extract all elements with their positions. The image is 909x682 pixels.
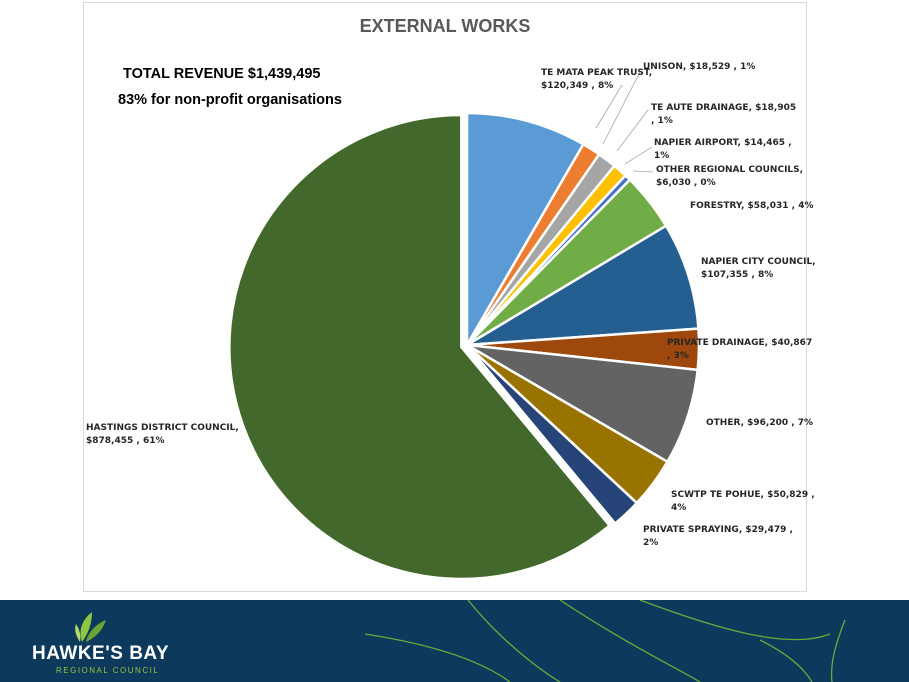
slice-label: OTHER REGIONAL COUNCILS, $6,030 , 0% xyxy=(656,165,803,188)
leader-line xyxy=(632,170,654,173)
leader-line xyxy=(616,109,649,152)
slice-label-line: NAPIER AIRPORT, $14,465 , xyxy=(654,138,792,148)
slice-label-line: TE AUTE DRAINAGE, $18,905 xyxy=(651,103,796,113)
slice-label-line: 2% xyxy=(643,538,658,548)
slice-label-line: OTHER REGIONAL COUNCILS, xyxy=(656,165,803,175)
pie-slice xyxy=(466,344,639,526)
total-revenue-text: TOTAL REVENUE $1,439,495 xyxy=(123,66,321,82)
pie-slice xyxy=(228,113,612,581)
slice-label-line: TE MATA PEAK TRUST, xyxy=(541,68,652,78)
chart-title: EXTERNAL WORKS xyxy=(360,16,531,36)
leader-line xyxy=(624,146,653,165)
slice-label-line: PRIVATE DRAINAGE, $40,867 xyxy=(667,338,812,348)
slice-label: PRIVATE DRAINAGE, $40,867 , 3% xyxy=(667,338,812,361)
slice-label: HASTINGS DISTRICT COUNCIL, $878,455 , 61% xyxy=(86,423,239,446)
pie-slices xyxy=(228,111,701,581)
nonprofit-note-text: 83% for non-profit organisations xyxy=(118,92,342,108)
slice-label-line: UNISON, $18,529 , 1% xyxy=(643,62,755,72)
footer-decoration xyxy=(364,600,846,682)
slice-label: NAPIER AIRPORT, $14,465 , 1% xyxy=(654,138,792,161)
slice-label-line: $878,455 , 61% xyxy=(86,436,164,446)
slice-label-line: FORESTRY, $58,031 , 4% xyxy=(690,201,813,211)
footer-banner: HAWKE'S BAY REGIONAL COUNCIL xyxy=(0,600,909,682)
slice-label-line: $120,349 , 8% xyxy=(541,81,613,91)
slice-label-line: , 3% xyxy=(667,351,689,361)
leader-line xyxy=(602,71,641,145)
slice-label-line: , 1% xyxy=(651,116,673,126)
slice-label: TE AUTE DRAINAGE, $18,905 , 1% xyxy=(651,103,796,126)
slice-label: TE MATA PEAK TRUST, $120,349 , 8% xyxy=(541,68,652,91)
slice-label-line: SCWTP TE POHUE, $50,829 , xyxy=(671,490,815,500)
slice-label: OTHER, $96,200 , 7% xyxy=(706,418,813,428)
slice-label-line: $6,030 , 0% xyxy=(656,178,716,188)
slice-label: NAPIER CITY COUNCIL, $107,355 , 8% xyxy=(701,257,816,280)
pie-chart: EXTERNAL WORKS TE MATA PEAK TRUST, $120,3… xyxy=(86,16,816,581)
slice-label-line: 4% xyxy=(671,503,686,513)
slice-label-line: $107,355 , 8% xyxy=(701,270,773,280)
pie-slice xyxy=(466,224,700,347)
slice-label: PRIVATE SPRAYING, $29,479 , 2% xyxy=(643,525,793,548)
slice-label-line: PRIVATE SPRAYING, $29,479 , xyxy=(643,525,793,535)
logo-subtitle: REGIONAL COUNCIL xyxy=(56,666,160,675)
pie-slice xyxy=(465,111,586,350)
leader-line xyxy=(595,84,623,129)
slice-label-line: 1% xyxy=(654,151,669,161)
slice-label: SCWTP TE POHUE, $50,829 , 4% xyxy=(671,490,815,513)
slice-label-line: NAPIER CITY COUNCIL, xyxy=(701,257,816,267)
leaf-logo-icon xyxy=(75,612,106,642)
slice-label-line: HASTINGS DISTRICT COUNCIL, xyxy=(86,423,239,433)
leader-lines xyxy=(595,71,654,173)
logo-wordmark: HAWKE'S BAY xyxy=(32,643,170,664)
slice-labels: TE MATA PEAK TRUST, $120,349 , 8% UNISON, … xyxy=(86,62,816,548)
slice-label-line: OTHER, $96,200 , 7% xyxy=(706,418,813,428)
slice-label: FORESTRY, $58,031 , 4% xyxy=(690,201,813,211)
slice-label: UNISON, $18,529 , 1% xyxy=(643,62,755,72)
